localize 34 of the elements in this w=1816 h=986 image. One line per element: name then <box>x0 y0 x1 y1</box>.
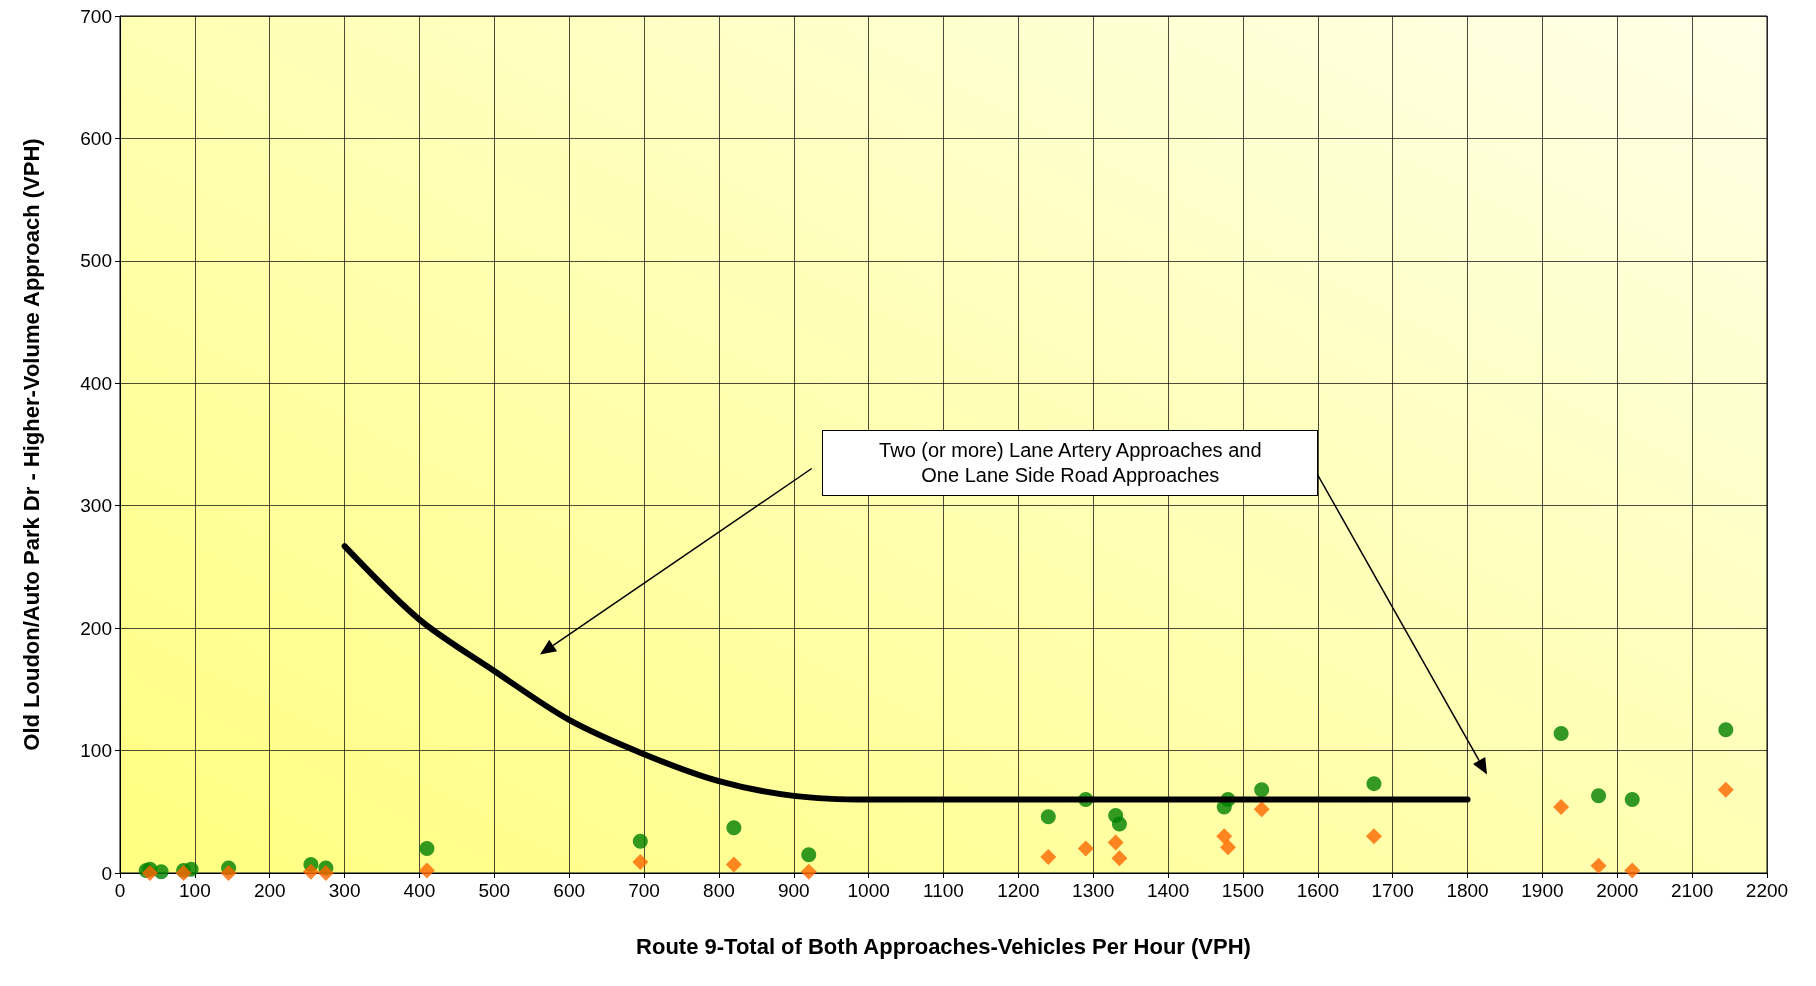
y-tick-label: 300 <box>80 495 112 517</box>
x-tick-label: 1600 <box>1296 880 1339 901</box>
x-tick-label: 300 <box>328 880 361 901</box>
x-tick-label: 2100 <box>1671 880 1714 901</box>
y-tick-label: 700 <box>80 5 112 27</box>
x-tick-label: 0 <box>114 880 126 901</box>
x-tick-label: 2000 <box>1596 880 1639 901</box>
y-tick-label: 0 <box>101 862 112 884</box>
callout-box: Two (or more) Lane Artery Approaches and One Lane Side Road Approaches <box>822 430 1319 497</box>
x-tick-label: 800 <box>703 880 735 901</box>
x-tick-label: 600 <box>553 880 586 901</box>
y-tick-label: 200 <box>80 617 112 639</box>
x-tick-label: 1500 <box>1221 880 1265 901</box>
x-tick-label: 200 <box>253 880 286 901</box>
x-tick-label: 400 <box>403 880 436 901</box>
x-tick-label: 900 <box>777 880 810 901</box>
x-tick-label: 1100 <box>923 880 964 901</box>
x-tick-label: 2200 <box>1745 880 1789 901</box>
y-tick-label: 400 <box>80 372 112 394</box>
x-tick-label: 700 <box>628 880 660 901</box>
x-tick-label: 1300 <box>1072 880 1115 901</box>
y-tick-label: 600 <box>80 127 112 149</box>
x-tick-label: 1400 <box>1146 880 1190 901</box>
x-tick-label: 1000 <box>847 880 890 901</box>
x-tick-label: 100 <box>179 880 211 901</box>
y-tick-label: 500 <box>80 250 112 272</box>
y-tick-label: 100 <box>80 740 112 762</box>
x-tick-label: 1800 <box>1446 880 1489 901</box>
x-tick-label: 1200 <box>997 880 1040 901</box>
x-tick-label: 500 <box>478 880 511 901</box>
x-axis-title: Route 9-Total of Both Approaches-Vehicles Per Hour (VPH) <box>636 933 1251 959</box>
y-axis-title: Old Loudon/Auto Park Dr - Higher-Volume Approach (VPH) <box>18 138 44 751</box>
x-tick-label: 1700 <box>1371 880 1414 901</box>
x-tick-label: 1900 <box>1521 880 1564 901</box>
